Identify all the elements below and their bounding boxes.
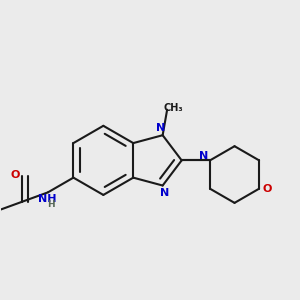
Text: O: O — [262, 184, 272, 194]
Text: CH₃: CH₃ — [164, 103, 183, 112]
Text: N: N — [156, 123, 166, 133]
Text: N: N — [199, 151, 208, 160]
Text: O: O — [10, 170, 20, 180]
Text: H: H — [48, 200, 55, 208]
Text: N: N — [160, 188, 169, 198]
Text: NH: NH — [38, 194, 56, 204]
